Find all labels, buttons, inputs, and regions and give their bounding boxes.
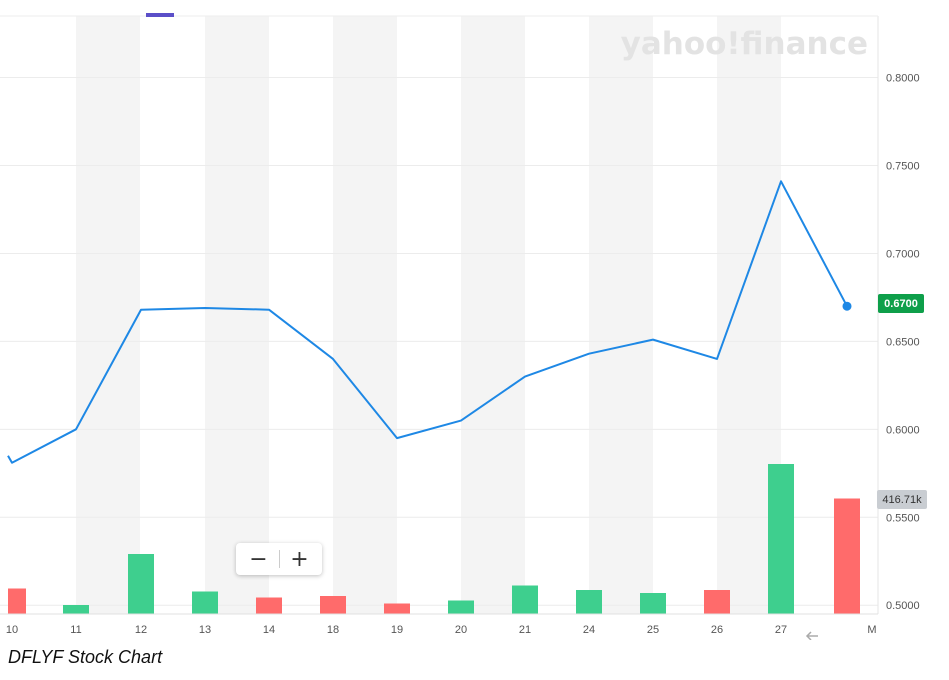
weekday-band-1 bbox=[205, 16, 269, 614]
range-marker bbox=[146, 13, 174, 17]
x-tick-label: 27 bbox=[775, 624, 787, 636]
x-tick-label: 24 bbox=[583, 624, 595, 636]
x-tick-label: 19 bbox=[391, 624, 403, 636]
y-tick-label: 0.6500 bbox=[886, 336, 920, 348]
x-tick-label: 21 bbox=[519, 624, 531, 636]
price-line bbox=[7, 180, 848, 464]
y-axis-labels: 0.8000 0.7500 0.7000 0.6500 0.6000 0.5500 0.50… bbox=[886, 73, 920, 613]
volume-bar bbox=[320, 596, 346, 614]
last-price-point bbox=[842, 301, 852, 311]
x-tick-label: 26 bbox=[711, 624, 723, 636]
x-tick-label: 14 bbox=[263, 624, 275, 636]
chart-caption: DFLYF Stock Chart bbox=[8, 647, 163, 667]
zoom-in-button[interactable]: + bbox=[290, 546, 309, 572]
weekday-band-2 bbox=[333, 16, 397, 614]
volume-badge: 416.71k bbox=[877, 490, 927, 509]
zoom-separator bbox=[278, 550, 280, 568]
x-tick-label: 13 bbox=[199, 624, 211, 636]
volume-bar bbox=[384, 603, 410, 614]
x-tick-label: 25 bbox=[647, 624, 659, 636]
weekday-band-4 bbox=[589, 16, 653, 614]
weekday-band-3 bbox=[461, 16, 525, 614]
volume-bar bbox=[768, 464, 794, 614]
volume-bar bbox=[576, 590, 602, 614]
volume-bar bbox=[8, 588, 26, 614]
y-tick-label: 0.5000 bbox=[886, 600, 920, 612]
price-line-layer bbox=[7, 180, 852, 464]
last-price-badge: 0.6700 bbox=[878, 294, 924, 313]
volume-bar bbox=[834, 498, 860, 614]
zoom-out-button[interactable]: − bbox=[249, 546, 268, 572]
volume-bars bbox=[8, 464, 860, 614]
stock-chart[interactable]: yahoo!finance 10 11 12 13 14 18 19 20 21 24 25 26 27… bbox=[0, 0, 949, 640]
yahoo-finance-watermark: yahoo!finance bbox=[621, 26, 868, 62]
y-tick-label: 0.5500 bbox=[886, 512, 920, 524]
x-tick-label: 20 bbox=[455, 624, 467, 636]
volume-bar bbox=[128, 554, 154, 614]
x-tick-label: M bbox=[867, 624, 876, 636]
nav-arrow-icon[interactable] bbox=[805, 631, 818, 640]
zoom-control: − + bbox=[236, 543, 322, 575]
y-tick-label: 0.7000 bbox=[886, 248, 920, 260]
x-tick-label: 10 bbox=[6, 624, 18, 636]
volume-bar bbox=[640, 593, 666, 614]
weekday-band-0 bbox=[76, 16, 140, 614]
chart-svg: yahoo!finance 10 11 12 13 14 18 19 20 21 24 25 26 27… bbox=[0, 15, 920, 640]
volume-bar bbox=[448, 600, 474, 614]
volume-bar bbox=[512, 585, 538, 614]
x-tick-label: 11 bbox=[70, 624, 81, 636]
volume-bar bbox=[704, 590, 730, 614]
volume-bar bbox=[256, 597, 282, 614]
volume-bar bbox=[192, 591, 218, 614]
weekday-bands bbox=[76, 16, 781, 614]
x-axis-labels: 10 11 12 13 14 18 19 20 21 24 25 26 27 M bbox=[6, 624, 877, 636]
y-tick-label: 0.8000 bbox=[886, 73, 920, 85]
y-gridlines bbox=[0, 77, 878, 606]
x-tick-label: 12 bbox=[135, 624, 147, 636]
y-tick-label: 0.6000 bbox=[886, 424, 920, 436]
volume-bar bbox=[63, 605, 89, 614]
y-tick-label: 0.7500 bbox=[886, 161, 920, 173]
x-tick-label: 18 bbox=[327, 624, 339, 636]
